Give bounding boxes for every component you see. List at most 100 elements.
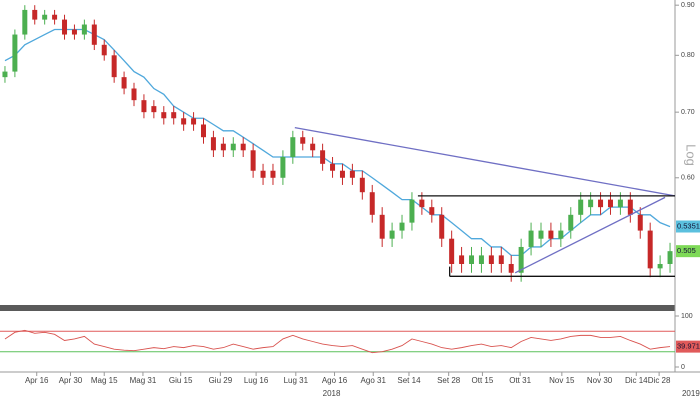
price-tag (676, 340, 700, 353)
x-tick-label: Nov 30 (587, 376, 613, 385)
x-tick-label: Giu 29 (209, 376, 233, 385)
candle-body (508, 263, 514, 273)
candle-body (2, 71, 8, 78)
candle-body (320, 150, 326, 164)
candle-body (200, 124, 206, 138)
candle-body (478, 255, 484, 264)
candle-body (52, 14, 58, 20)
candle-body (518, 246, 524, 273)
y-tick-label: 100 (681, 313, 693, 320)
candle-body (607, 199, 613, 208)
year-label: 2019 (682, 389, 700, 398)
candle-body (210, 137, 216, 151)
scale-label: Log (684, 144, 699, 166)
candle-body (349, 170, 355, 178)
x-tick-label: Apr 16 (25, 376, 49, 385)
candle-body (71, 29, 77, 35)
y-tick-label: 0.60 (681, 175, 695, 182)
candle-body (359, 177, 365, 193)
year-label: 2018 (323, 389, 341, 398)
candle-body (459, 255, 465, 264)
candle-body (449, 238, 455, 264)
candle-body (111, 55, 117, 78)
candle-body (310, 143, 316, 151)
x-tick-label: Dic 28 (648, 376, 671, 385)
x-tick-label: Dic 14 (625, 376, 648, 385)
candle-body (42, 14, 48, 20)
candle-body (62, 19, 68, 35)
price-tag-label: 39.9718 (677, 342, 700, 351)
candle-body (101, 44, 107, 56)
candle-body (290, 137, 296, 158)
x-tick-label: Mag 15 (91, 376, 118, 385)
candle-body (637, 214, 643, 231)
candle-body (419, 199, 425, 208)
x-tick-label: Ago 16 (322, 376, 348, 385)
candle-body (32, 9, 38, 20)
candle-body (498, 255, 504, 264)
candle-body (389, 230, 395, 239)
candle-body (339, 170, 345, 178)
candle-body (548, 230, 554, 239)
candle-body (429, 207, 435, 215)
candle-body (181, 118, 187, 125)
x-tick-label: Nov 15 (549, 376, 575, 385)
y-tick-label: 0 (681, 364, 685, 371)
rsi-line (4, 329, 671, 354)
candle-body (230, 143, 236, 151)
candle-body (439, 214, 445, 239)
x-tick-label: Apr 30 (59, 376, 83, 385)
candle-body (578, 199, 584, 215)
x-tick-label: Ott 31 (509, 376, 531, 385)
candle-body (598, 199, 604, 208)
x-tick-label: Ago 31 (361, 376, 387, 385)
candle-body (91, 24, 97, 45)
y-tick-label: 0.70 (681, 109, 695, 116)
candle-body (409, 199, 415, 223)
x-tick-label: Lug 16 (244, 376, 269, 385)
candle-body (270, 170, 276, 178)
x-tick-label: Ott 15 (472, 376, 494, 385)
x-tick-label: Set 14 (397, 376, 421, 385)
candle-body (647, 230, 653, 269)
candle-body (81, 24, 87, 35)
candle-body (260, 170, 266, 178)
trend-line (514, 196, 666, 274)
candle-body (12, 34, 18, 72)
candle-body (657, 263, 663, 269)
candle-body (399, 222, 405, 231)
candle-body (171, 112, 177, 119)
candle-body (141, 100, 147, 113)
candle-body (131, 88, 137, 101)
candle-body (330, 163, 336, 171)
x-tick-label: Lug 31 (284, 376, 309, 385)
candle-body (250, 150, 256, 171)
price-tag (676, 245, 700, 258)
candle-body (538, 230, 544, 239)
candle-body (300, 137, 306, 144)
trend-line (294, 126, 676, 197)
candle-body (121, 77, 127, 89)
price-tag (676, 220, 700, 233)
candle-body (220, 143, 226, 151)
candle-body (151, 106, 157, 113)
candle-body (617, 199, 623, 208)
candle-body (379, 214, 385, 239)
candle-body (488, 255, 494, 264)
panel-separator (0, 305, 675, 311)
price-tag-label: 0.5351 (677, 221, 700, 230)
price-tag-label: 0.505 (677, 246, 696, 255)
candle-body (369, 192, 375, 215)
candle-body (161, 112, 167, 119)
x-tick-label: Set 28 (437, 376, 461, 385)
candle-body (588, 199, 594, 208)
candle-body (558, 230, 564, 239)
candle-body (22, 9, 28, 35)
candle-body (568, 214, 574, 231)
candle-body (191, 118, 197, 125)
candle-body (469, 255, 475, 264)
candle-body (280, 157, 286, 178)
candle-body (627, 199, 633, 215)
candle-body (528, 230, 534, 247)
